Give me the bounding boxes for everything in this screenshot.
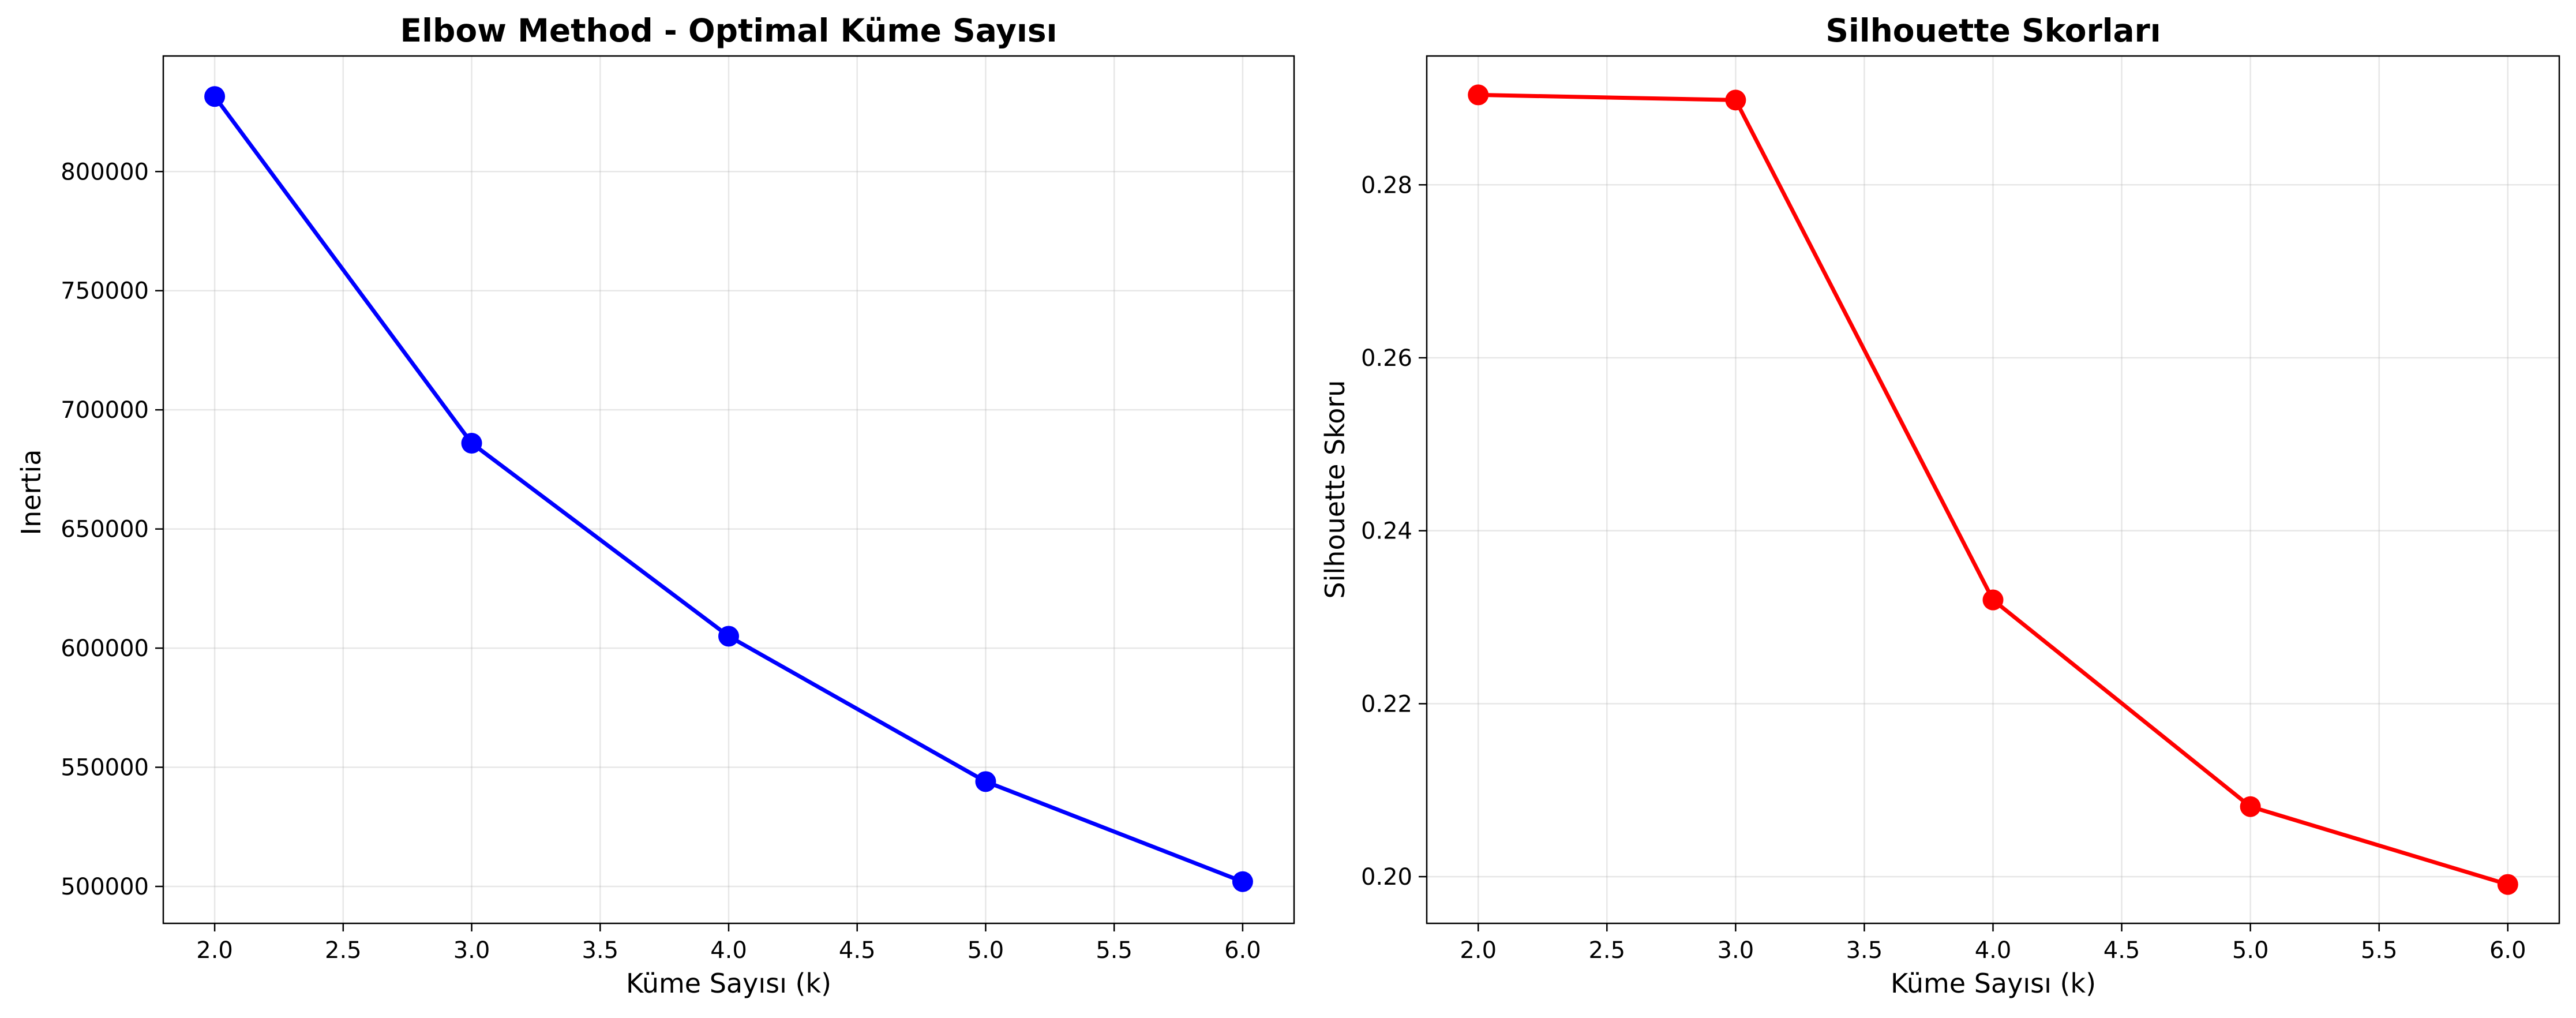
elbow-data-point — [718, 626, 739, 647]
silhouette-y-tick-label: 0.22 — [1361, 691, 1412, 717]
elbow-x-tick-label: 3.5 — [582, 937, 618, 964]
elbow-axes-frame — [162, 55, 1295, 925]
silhouette-x-tick-label: 2.5 — [1588, 937, 1625, 964]
elbow-data-point — [461, 432, 482, 454]
silhouette-y-tick-label: 0.24 — [1361, 518, 1412, 545]
silhouette-x-tick-label: 6.0 — [2489, 937, 2526, 964]
elbow-y-tick-label: 650000 — [61, 517, 149, 543]
silhouette-axes-frame — [1426, 55, 2560, 925]
elbow-x-tick-label: 5.5 — [1096, 937, 1133, 964]
elbow-chart: Elbow Method - Optimal Küme Sayısı Küme … — [16, 12, 1295, 999]
silhouette-x-tick-label: 5.5 — [2361, 937, 2398, 964]
silhouette-y-tick-label: 0.26 — [1361, 345, 1412, 372]
elbow-data-point — [204, 86, 226, 107]
elbow-x-tick-label: 3.0 — [453, 937, 490, 964]
elbow-y-tick-label: 600000 — [61, 635, 149, 662]
silhouette-x-tick-label: 5.0 — [2232, 937, 2269, 964]
silhouette-data-point — [2240, 796, 2261, 817]
elbow-chart-x-axis-label: Küme Sayısı (k) — [626, 968, 831, 999]
elbow-y-tick-label: 800000 — [61, 159, 149, 185]
elbow-chart-y-axis-label: Inertia — [16, 450, 47, 536]
silhouette-chart-x-axis-label: Küme Sayısı (k) — [1891, 968, 2096, 999]
silhouette-y-tick-label: 0.20 — [1361, 864, 1412, 890]
silhouette-data-point — [1725, 89, 1746, 111]
silhouette-x-tick-label: 4.0 — [1975, 937, 2012, 964]
elbow-y-tick-label: 500000 — [61, 874, 149, 900]
elbow-chart-title: Elbow Method - Optimal Küme Sayısı — [400, 12, 1058, 49]
silhouette-chart-y-axis-label: Silhouette Skoru — [1319, 380, 1351, 599]
silhouette-x-tick-label: 2.0 — [1460, 937, 1497, 964]
silhouette-data-point — [1468, 84, 1489, 106]
silhouette-y-tick-label: 0.28 — [1361, 172, 1412, 199]
elbow-x-tick-label: 6.0 — [1224, 937, 1261, 964]
silhouette-chart: Silhouette Skorları Küme Sayısı (k) Silh… — [1319, 12, 2560, 999]
elbow-x-tick-label: 4.5 — [839, 937, 876, 964]
silhouette-data-point — [2497, 874, 2518, 895]
elbow-y-tick-label: 750000 — [61, 278, 149, 305]
elbow-y-tick-label: 550000 — [61, 755, 149, 781]
silhouette-x-tick-label: 3.5 — [1846, 937, 1883, 964]
elbow-data-point — [975, 771, 996, 792]
silhouette-chart-title: Silhouette Skorları — [1825, 12, 2161, 49]
elbow-data-point — [1232, 871, 1253, 892]
elbow-x-tick-label: 4.0 — [710, 937, 747, 964]
silhouette-data-point — [1982, 589, 2004, 611]
silhouette-x-tick-label: 3.0 — [1718, 937, 1754, 964]
elbow-y-tick-label: 700000 — [61, 397, 149, 424]
elbow-x-tick-label: 2.5 — [325, 937, 362, 964]
silhouette-x-tick-label: 4.5 — [2103, 937, 2140, 964]
elbow-x-tick-label: 5.0 — [968, 937, 1004, 964]
elbow-x-tick-label: 2.0 — [196, 937, 233, 964]
